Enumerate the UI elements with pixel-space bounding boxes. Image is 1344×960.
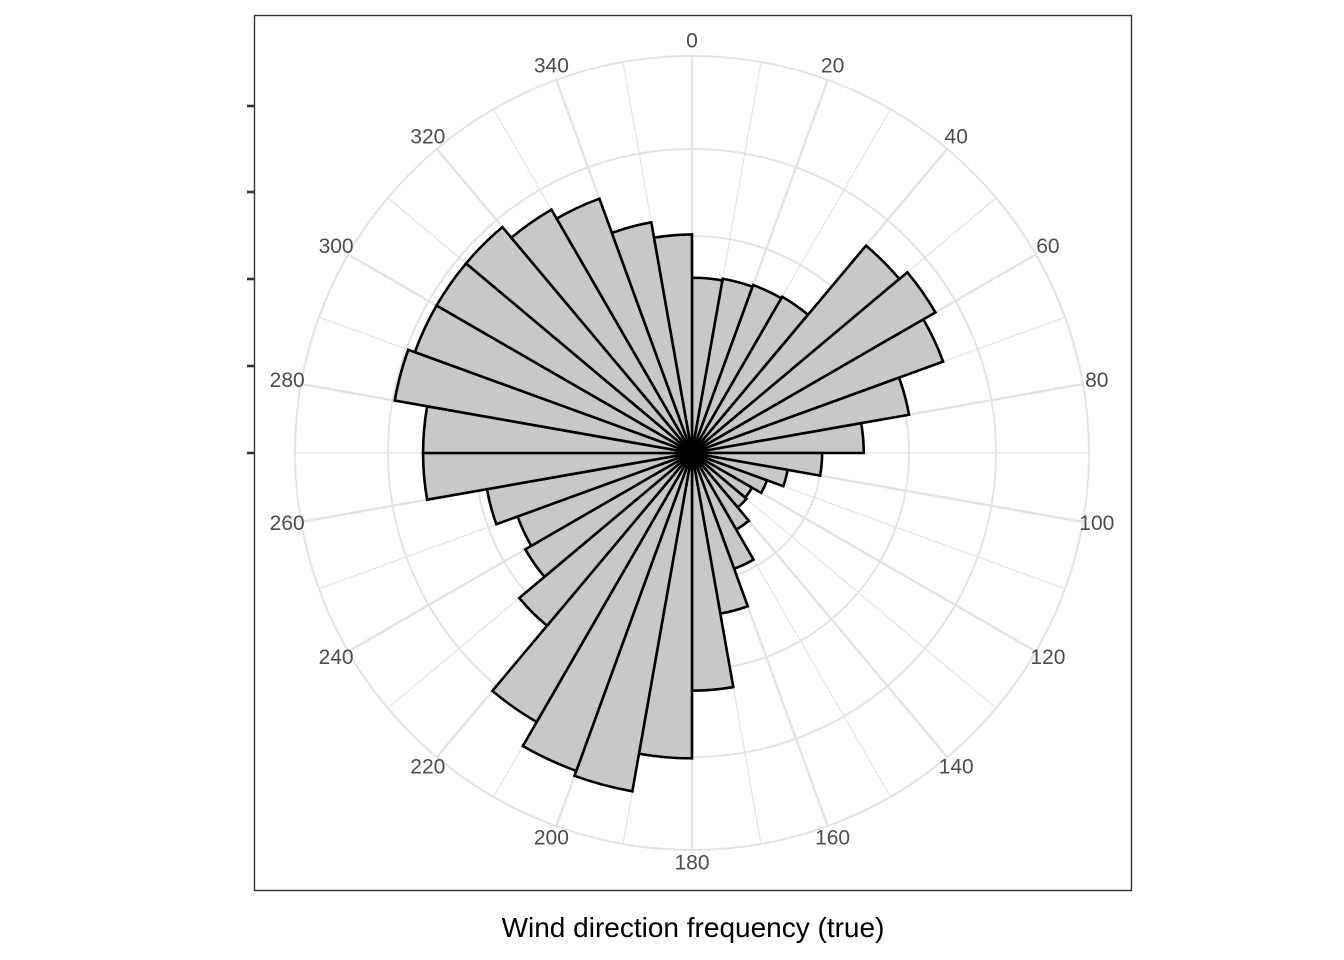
theta-tick-label-40: 40	[945, 126, 968, 149]
bar-195	[572, 452, 694, 793]
angle-tick-labels: 0 20 40 60 80 100 120 140 160 180 200 220 240 260 280 3…	[270, 30, 1115, 875]
bar-65	[691, 317, 945, 455]
bar-315	[464, 225, 693, 454]
bar-205	[521, 452, 694, 773]
x-axis-label: Wind direction frequency (true)	[501, 912, 885, 943]
theta-tick-label-340: 340	[534, 54, 569, 77]
theta-tick-label-20: 20	[821, 54, 844, 77]
theta-tick-label-260: 260	[270, 512, 305, 535]
bar-225	[517, 452, 693, 628]
theta-tick-label-320: 320	[410, 126, 445, 149]
bar-345	[610, 220, 694, 454]
bar-355	[652, 233, 694, 454]
theta-tick-label-120: 120	[1030, 646, 1065, 669]
theta-tick-label-280: 280	[270, 369, 305, 392]
bar-235	[523, 451, 693, 579]
bar-215	[490, 452, 694, 724]
theta-tick-label-240: 240	[319, 646, 354, 669]
theta-tick-label-100: 100	[1079, 512, 1114, 535]
bars	[393, 196, 945, 793]
theta-tick-label-180: 180	[674, 852, 709, 875]
bar-75	[691, 375, 911, 455]
theta-tick-label-80: 80	[1085, 369, 1108, 392]
bar-325	[509, 207, 694, 454]
theta-tick-label-160: 160	[815, 827, 850, 850]
theta-tick-label-0: 0	[686, 30, 698, 53]
bar-55	[691, 270, 938, 455]
y-axis-ticks	[247, 104, 254, 455]
theta-tick-label-220: 220	[410, 755, 445, 778]
theta-tick-label-300: 300	[319, 235, 354, 258]
theta-tick-label-140: 140	[939, 755, 974, 778]
theta-tick-label-200: 200	[534, 827, 569, 850]
theta-tick-label-60: 60	[1036, 235, 1059, 258]
bar-335	[554, 196, 694, 454]
bar-85	[691, 421, 866, 455]
